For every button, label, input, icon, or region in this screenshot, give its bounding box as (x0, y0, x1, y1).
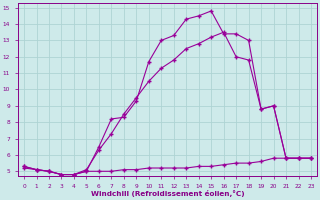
X-axis label: Windchill (Refroidissement éolien,°C): Windchill (Refroidissement éolien,°C) (91, 190, 244, 197)
